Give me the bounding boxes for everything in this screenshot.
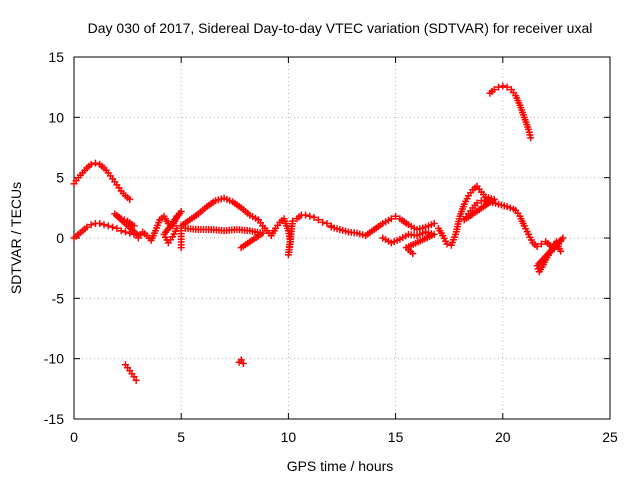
data-point	[314, 216, 322, 224]
data-point	[87, 221, 95, 229]
series-group	[327, 212, 438, 258]
data-point	[100, 221, 108, 229]
data-point	[527, 134, 535, 142]
data-point	[96, 220, 104, 228]
series-group	[134, 207, 185, 252]
x-tick-label: 10	[281, 429, 297, 445]
data-point	[533, 242, 541, 250]
y-tick-label: -15	[44, 411, 64, 427]
chart-title: Day 030 of 2017, Sidereal Day-to-day VTE…	[88, 20, 593, 36]
y-tick-label: -10	[44, 351, 64, 367]
x-tick-label: 25	[602, 429, 618, 445]
data-point	[306, 212, 314, 220]
data-point	[177, 244, 185, 252]
series-group	[434, 182, 518, 249]
data-marks	[70, 82, 567, 384]
y-tick-label: 5	[56, 170, 64, 186]
data-point	[121, 228, 129, 236]
series-group	[177, 194, 267, 252]
data-point	[289, 217, 297, 225]
grid	[74, 57, 610, 419]
data-point	[130, 373, 138, 381]
data-point	[503, 83, 511, 91]
x-tick-label: 15	[388, 429, 404, 445]
data-point	[506, 204, 514, 212]
data-point	[387, 215, 395, 223]
data-point	[117, 227, 125, 235]
data-point	[109, 223, 117, 231]
data-point	[499, 82, 507, 90]
y-tick-label: 15	[48, 49, 64, 65]
data-point	[130, 222, 138, 230]
data-point	[113, 224, 121, 232]
data-point	[323, 220, 331, 228]
x-tick-label: 20	[495, 429, 511, 445]
y-tick-label: 0	[56, 230, 64, 246]
y-tick-label: -5	[52, 290, 65, 306]
data-point	[120, 216, 128, 224]
data-point	[126, 195, 134, 203]
series-group	[254, 211, 335, 259]
data-point	[495, 83, 503, 91]
x-tick-label: 5	[177, 429, 185, 445]
data-point	[237, 244, 245, 252]
data-point	[473, 199, 481, 207]
axis-ticks: 0 5 10 15 20 25 -15 -10 -5 0 5 10 15	[44, 49, 618, 445]
x-axis-title: GPS time / hours	[287, 458, 394, 474]
data-point	[132, 376, 140, 384]
data-point	[319, 218, 327, 226]
data-point	[409, 250, 417, 258]
data-point	[503, 203, 511, 211]
data-point	[443, 240, 451, 248]
x-tick-label: 0	[70, 429, 78, 445]
series-group	[121, 356, 247, 384]
data-point	[537, 240, 545, 248]
data-point	[83, 223, 91, 231]
data-point	[87, 160, 95, 168]
data-point	[302, 211, 310, 219]
series-group	[512, 206, 567, 276]
series-group	[70, 210, 142, 242]
data-point	[430, 220, 438, 228]
y-tick-label: 10	[48, 109, 64, 125]
data-point	[310, 213, 318, 221]
data-point	[237, 356, 245, 364]
series-group	[70, 159, 134, 203]
data-point	[91, 159, 99, 167]
data-point	[117, 215, 125, 223]
y-axis-title: SDTVAR / TECUs	[8, 182, 24, 294]
data-point	[557, 247, 565, 255]
series-group	[486, 82, 535, 142]
data-point	[173, 224, 181, 232]
data-point	[490, 86, 498, 94]
data-point	[392, 212, 400, 220]
data-point	[104, 222, 112, 230]
data-point	[239, 359, 247, 367]
